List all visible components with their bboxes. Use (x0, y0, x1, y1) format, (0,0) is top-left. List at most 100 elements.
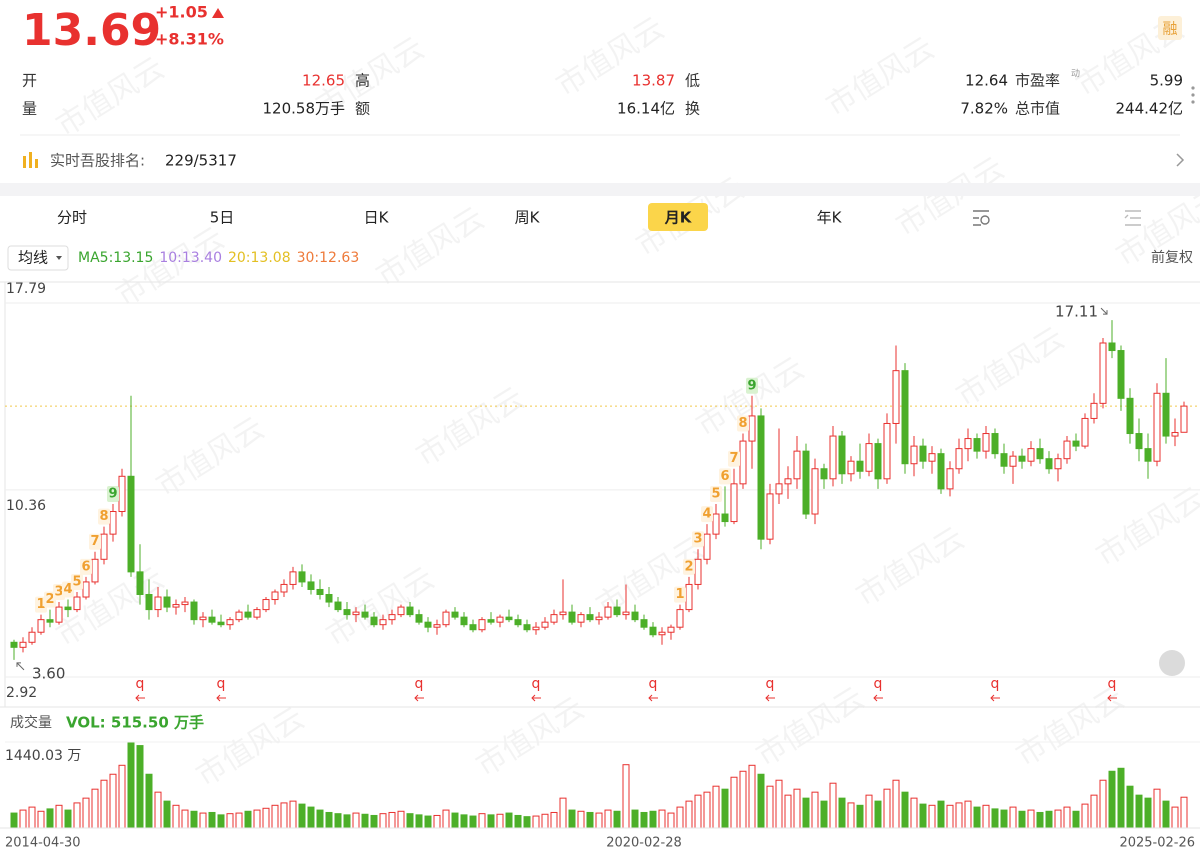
fullscreen-button[interactable] (1159, 650, 1185, 676)
settings-icon[interactable] (973, 210, 990, 226)
candle-body (208, 616, 216, 623)
event-marker[interactable]: q (415, 676, 424, 692)
tab[interactable]: 日K (364, 209, 390, 227)
event-marker[interactable]: q (874, 676, 883, 692)
stat-sup: 动 (1071, 69, 1080, 80)
tab[interactable]: 月K (664, 209, 693, 227)
volume-bar (1018, 810, 1026, 829)
sequence-label: 6 (720, 469, 729, 484)
volume-bar (523, 816, 531, 829)
candle-body (820, 468, 828, 480)
candle-body (361, 611, 369, 618)
volume-bar (613, 810, 621, 829)
sequence-bg (98, 508, 110, 525)
tab[interactable]: 5日 (210, 209, 235, 227)
margin-badge[interactable]: 融 (1162, 20, 1177, 38)
watermark: 市值风云 (950, 321, 1070, 414)
volume-bar (514, 814, 522, 829)
volume-bar (1027, 809, 1035, 829)
volume-bar (973, 806, 981, 829)
event-marker[interactable]: q (532, 676, 541, 692)
volume-bar (289, 800, 297, 829)
candle-body (1009, 455, 1017, 467)
volume-bar (487, 814, 495, 829)
indicator-box[interactable] (7, 245, 69, 271)
watermark: 市值风云 (190, 701, 310, 794)
candle-body (91, 558, 99, 583)
volume-bar (1045, 810, 1053, 829)
volume-bar (721, 788, 729, 829)
sequence-label: 7 (729, 451, 738, 466)
volume-bar (10, 812, 18, 829)
sequence-bg (692, 531, 704, 548)
candle-body (1054, 458, 1062, 470)
candle-body (1135, 433, 1143, 450)
candle-body (1108, 342, 1116, 352)
volume-bar (163, 800, 171, 829)
candle-body (577, 614, 585, 623)
y-tick-label: 2.92 (6, 685, 37, 701)
event-marker[interactable]: q (766, 676, 775, 692)
volume-bar (748, 764, 756, 829)
sequence-bg (80, 558, 92, 575)
event-marker[interactable]: q (136, 676, 145, 692)
chevron[interactable] (1176, 153, 1185, 167)
watermark: 市值风云 (1090, 481, 1200, 574)
ma-legend-item: MA5:13.15 (78, 250, 153, 266)
event-marker[interactable]: q (1108, 676, 1117, 692)
volume-bar (217, 814, 225, 829)
sequence-label: 9 (108, 486, 117, 501)
candle-body (262, 599, 270, 611)
adjustment[interactable]: 前复权 (1151, 249, 1193, 266)
volume-bar (1090, 794, 1098, 829)
sequence-label: 2 (45, 592, 54, 607)
volume-bar (631, 809, 639, 829)
tab[interactable]: 年K (817, 209, 843, 227)
candle-body (559, 611, 567, 616)
stat-value: 120.58万手 (263, 100, 346, 118)
candle-body (478, 619, 486, 631)
candle-body (388, 614, 396, 621)
volume-bar (982, 804, 990, 829)
sequence-label: 8 (99, 509, 108, 524)
candle-body (541, 621, 549, 628)
stat-label: 换 (685, 100, 700, 118)
volume-bar (235, 812, 243, 829)
candle-body (712, 513, 720, 535)
candle-body (991, 433, 999, 455)
candle-body (1144, 448, 1152, 462)
stat-value: 12.64 (965, 72, 1008, 90)
sequence-label: 9 (747, 378, 756, 393)
candle-body (307, 581, 315, 590)
volume-bar (478, 813, 486, 829)
event-marker[interactable]: q (217, 676, 226, 692)
event-marker[interactable]: q (649, 676, 658, 692)
candle-body (172, 604, 180, 608)
candle-body (55, 606, 63, 623)
candle-body (514, 619, 522, 626)
candle-body (451, 611, 459, 618)
candle-body (442, 611, 450, 626)
tab[interactable]: 分时 (57, 209, 87, 227)
volume-bar (1000, 809, 1008, 829)
volume-bar (109, 773, 117, 829)
sequence-label: 4 (63, 582, 72, 597)
candle-body (1045, 458, 1053, 470)
volume-bar (667, 812, 675, 829)
volume-bar (325, 811, 333, 829)
stat-value: 5.99 (1150, 72, 1183, 90)
event-marker[interactable]: q (991, 676, 1000, 692)
candle-body (289, 571, 297, 585)
list-icon[interactable] (1124, 210, 1141, 226)
volume-bar (910, 797, 918, 829)
candle-body (964, 438, 972, 450)
tab[interactable]: 周K (515, 209, 541, 227)
volume-bar (298, 803, 306, 829)
volume-bar (343, 814, 351, 829)
indicator-menu[interactable]: 均线 (18, 249, 48, 267)
volume-bar (145, 773, 153, 829)
volume-bar (901, 791, 909, 829)
candle-body (667, 626, 675, 633)
more-menu[interactable] (1191, 86, 1195, 104)
watermark: 市值风云 (1010, 681, 1130, 774)
